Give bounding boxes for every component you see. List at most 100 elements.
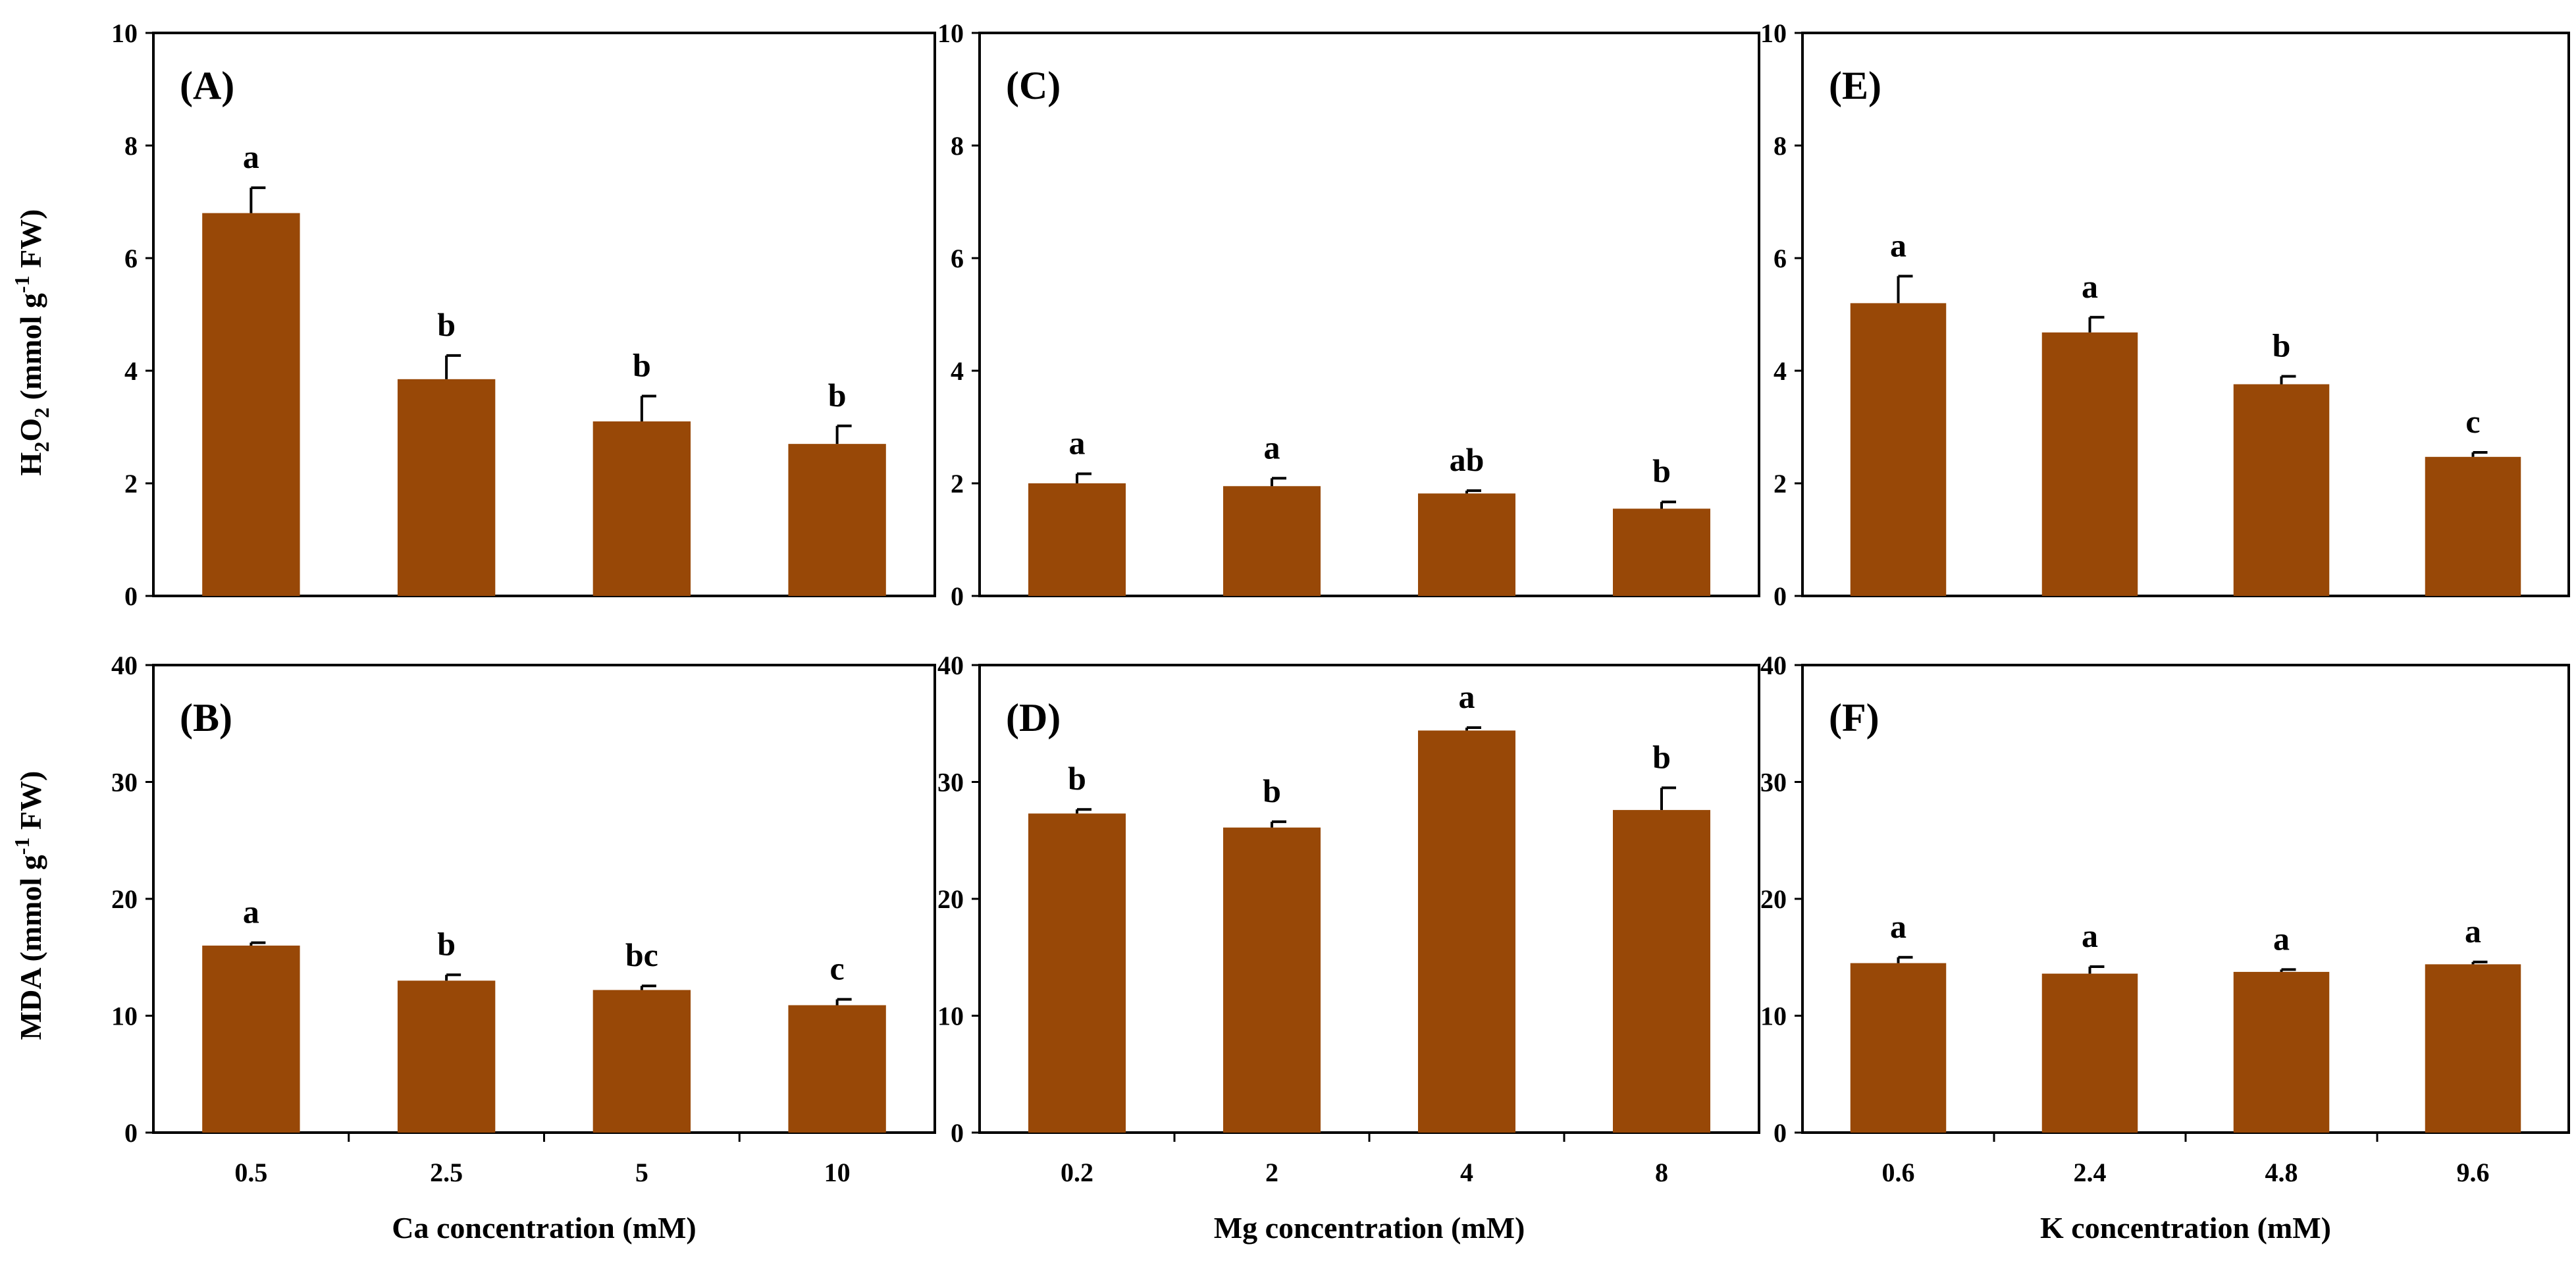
bar-c-2	[1418, 493, 1515, 596]
panel-label-e: (E)	[1829, 64, 1881, 107]
x-tick-label-f-2: 4.8	[2265, 1158, 2298, 1187]
significance-letter-a-1: b	[437, 306, 456, 343]
y-tick-label-c-5: 10	[937, 18, 964, 48]
x-tick-label-d-3: 8	[1655, 1158, 1668, 1187]
x-axis-title-f: K concentration (mM)	[2040, 1211, 2331, 1245]
x-axis-title-b: Ca concentration (mM)	[392, 1211, 696, 1245]
y-tick-label-d-0: 0	[951, 1118, 964, 1148]
bar-d-2	[1418, 730, 1515, 1133]
y-tick-label-c-1: 2	[951, 469, 964, 498]
bar-a-2	[592, 421, 691, 596]
bar-a-1	[397, 379, 496, 596]
x-tick-label-b-3: 10	[824, 1158, 851, 1187]
bar-e-0	[1850, 303, 1947, 596]
y-tick-label-d-1: 10	[937, 1002, 964, 1031]
significance-letter-a-0: a	[243, 138, 259, 175]
y-axis-title-bottom: MDA (mmol g-1 FW)	[10, 771, 47, 1040]
y-tick-label-c-0: 0	[951, 581, 964, 611]
bar-a-0	[202, 213, 300, 597]
y-tick-label-f-3: 30	[1760, 768, 1787, 797]
bar-d-3	[1613, 810, 1710, 1133]
significance-letter-a-2: b	[633, 346, 651, 383]
significance-letter-d-2: a	[1459, 678, 1475, 715]
bar-b-3	[788, 1005, 886, 1133]
y-tick-label-d-3: 30	[937, 768, 964, 797]
plot-frame-e	[1801, 32, 2570, 597]
bar-b-0	[202, 946, 300, 1133]
y-tick-label-a-5: 10	[111, 18, 138, 48]
bar-c-0	[1028, 483, 1126, 596]
y-tick-label-a-0: 0	[124, 581, 138, 611]
y-tick-label-a-4: 8	[124, 131, 138, 161]
significance-letter-d-0: b	[1068, 760, 1086, 797]
significance-letter-f-0: a	[1890, 908, 1906, 945]
significance-letter-b-3: c	[830, 950, 845, 987]
bar-e-3	[2425, 456, 2521, 596]
bar-f-1	[2041, 973, 2138, 1133]
bar-c-3	[1613, 508, 1710, 596]
bar-f-3	[2425, 964, 2521, 1133]
y-tick-label-c-2: 4	[951, 356, 964, 386]
y-tick-label-a-1: 2	[124, 469, 138, 498]
significance-letter-e-0: a	[1890, 227, 1906, 263]
bar-f-0	[1850, 963, 1947, 1133]
panel-label-d: (D)	[1006, 696, 1061, 739]
significance-letter-c-3: b	[1652, 452, 1671, 489]
significance-letter-c-1: a	[1264, 429, 1280, 466]
y-tick-label-c-3: 6	[951, 244, 964, 273]
x-tick-label-d-2: 4	[1460, 1158, 1473, 1187]
bar-d-1	[1223, 827, 1321, 1133]
significance-letter-f-3: a	[2465, 913, 2481, 950]
y-tick-label-f-0: 0	[1774, 1118, 1787, 1148]
significance-letter-c-0: a	[1069, 424, 1086, 461]
significance-letter-b-0: a	[243, 894, 259, 930]
x-tick-label-f-0: 0.6	[1882, 1158, 1915, 1187]
significance-letter-a-3: b	[828, 377, 847, 414]
x-tick-label-f-1: 2.4	[2074, 1158, 2107, 1187]
x-axis-title-d: Mg concentration (mM)	[1214, 1211, 1525, 1245]
bar-e-1	[2041, 332, 2138, 596]
x-tick-label-b-0: 0.5	[234, 1158, 267, 1187]
y-tick-label-e-5: 10	[1760, 18, 1787, 48]
bar-a-3	[788, 444, 886, 596]
y-tick-label-e-3: 6	[1774, 244, 1787, 273]
y-tick-label-e-0: 0	[1774, 581, 1787, 611]
x-tick-label-d-1: 2	[1265, 1158, 1278, 1187]
y-tick-label-f-2: 20	[1760, 884, 1787, 914]
panel-label-f: (F)	[1829, 696, 1879, 739]
bar-d-0	[1028, 813, 1126, 1133]
significance-letter-c-2: ab	[1450, 441, 1485, 478]
x-tick-label-b-1: 2.5	[430, 1158, 463, 1187]
y-tick-label-b-2: 20	[111, 884, 138, 914]
bar-b-1	[397, 980, 496, 1133]
y-tick-label-b-1: 10	[111, 1002, 138, 1031]
significance-letter-b-1: b	[437, 925, 456, 962]
plot-frame-c	[978, 32, 1760, 597]
y-tick-label-b-4: 40	[111, 651, 138, 680]
significance-letter-e-3: c	[2465, 403, 2480, 440]
y-tick-label-d-4: 40	[937, 651, 964, 680]
y-tick-label-a-3: 6	[124, 244, 138, 273]
significance-letter-b-2: bc	[625, 936, 658, 973]
y-tick-label-e-4: 8	[1774, 131, 1787, 161]
y-tick-label-f-4: 40	[1760, 651, 1787, 680]
y-tick-label-b-3: 30	[111, 768, 138, 797]
y-tick-label-f-1: 10	[1760, 1002, 1787, 1031]
y-tick-label-c-4: 8	[951, 131, 964, 161]
panel-label-c: (C)	[1006, 64, 1061, 107]
x-tick-label-b-2: 5	[635, 1158, 648, 1187]
bar-b-2	[592, 990, 691, 1133]
y-tick-label-d-2: 20	[937, 884, 964, 914]
significance-letter-e-1: a	[2082, 268, 2098, 305]
significance-letter-f-2: a	[2273, 920, 2290, 957]
panel-label-b: (B)	[180, 696, 232, 739]
x-tick-label-d-0: 0.2	[1061, 1158, 1093, 1187]
y-tick-label-e-2: 4	[1774, 356, 1787, 386]
y-tick-label-a-2: 4	[124, 356, 138, 386]
bar-e-2	[2233, 384, 2330, 596]
bar-f-2	[2233, 971, 2330, 1133]
significance-letter-f-1: a	[2082, 917, 2098, 954]
plot-frame-a	[152, 32, 936, 597]
